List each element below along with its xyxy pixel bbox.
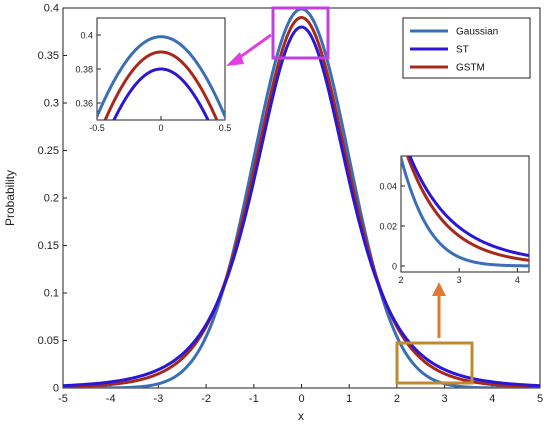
inset-peak-ticks: -0.5 0 0.5 0.36 0.38 0.4 (75, 31, 231, 134)
main-x-tick-label: 4 (489, 393, 495, 405)
peak-arrow (235, 33, 272, 62)
legend-items: Gaussian ST GSTM (410, 27, 498, 74)
inset-peak-x-tick-label: 0.5 (219, 123, 232, 133)
inset-tail-series-line-st (408, 156, 529, 258)
inset-tail-y-tick-label: 0.02 (379, 222, 397, 232)
main-series-line-gstm (63, 15, 540, 388)
main-series-line-st (63, 25, 540, 388)
main-x-tick-label: -3 (154, 393, 164, 405)
inset-peak-y-tick-label: 0.4 (80, 31, 93, 41)
inset-peak-x-tick-label: 0 (158, 123, 163, 133)
main-y-tick-label: 0.2 (44, 193, 59, 205)
tail-highlight-box (395, 341, 474, 385)
main-x-tick-label: 5 (537, 393, 543, 405)
main-ticks: -5 -4 -3 -2 -1 0 1 2 3 4 5 0 0.05 0.1 0.15 0.2 0.25 0.3 0.… (38, 3, 543, 406)
main-y-tick-label: 0.4 (44, 3, 59, 15)
legend-label-gstm: GSTM (456, 63, 485, 74)
inset-peak-series-line-st (112, 67, 210, 120)
main-y-tick-label: 0 (53, 383, 59, 395)
inset-tail-x-tick-label: 4 (515, 275, 520, 285)
main-x-tick-label: 2 (394, 393, 400, 405)
inset-tail-y-tick-label: 0 (392, 262, 397, 272)
inset-tail-y-tick-label: 0.04 (379, 182, 397, 192)
tail-arrow-head (432, 282, 446, 296)
inset-tail-ticks: 2 3 4 0 0.02 0.04 (379, 182, 519, 286)
main-y-tick-label: 0.05 (38, 335, 59, 347)
highlight-boxes (226, 6, 474, 385)
legend-label-st: ST (456, 45, 469, 56)
peak-highlight-box (271, 6, 330, 60)
legend: Gaussian ST GSTM (402, 17, 531, 79)
legend-label-gaussian: Gaussian (456, 27, 498, 38)
main-x-tick-label: -2 (201, 393, 211, 405)
inset-tail-x-tick-label: 3 (457, 275, 462, 285)
inset-peak: -0.5 0 0.5 0.36 0.38 0.4 (75, 17, 231, 134)
inset-peak-series-line-gstm (103, 50, 219, 120)
main-x-tick-label: 0 (298, 393, 304, 405)
inset-tail: 2 3 4 0 0.02 0.04 (379, 155, 530, 286)
main-x-tick-label: 3 (442, 393, 448, 405)
main-x-tick-label: -1 (249, 393, 259, 405)
inset-peak-y-tick-label: 0.38 (75, 65, 93, 75)
x-axis-label: x (298, 409, 304, 423)
inset-peak-lines (97, 35, 225, 120)
main-x-tick-label: -5 (58, 393, 68, 405)
main-y-tick-label: 0.25 (38, 145, 59, 157)
inset-tail-series-line-gaussian (401, 156, 529, 268)
inset-peak-series-line-gaussian (97, 35, 225, 120)
main-y-tick-label: 0.35 (38, 50, 59, 62)
inset-peak-y-tick-label: 0.36 (75, 99, 93, 109)
main-y-tick-label: 0.15 (38, 240, 59, 252)
inset-tail-x-tick-label: 2 (398, 275, 403, 285)
inset-tail-series-line-gstm (405, 156, 529, 262)
peak-arrow-head (226, 52, 244, 66)
main-x-tick-label: 1 (346, 393, 352, 405)
main-x-tick-label: -4 (106, 393, 116, 405)
inset-tail-frame (400, 155, 530, 273)
y-axis-label: Probability (3, 170, 17, 226)
inset-peak-x-tick-label: -0.5 (89, 123, 105, 133)
main-y-tick-label: 0.1 (44, 288, 59, 300)
main-y-tick-label: 0.3 (44, 98, 59, 110)
inset-tail-lines (401, 156, 529, 268)
